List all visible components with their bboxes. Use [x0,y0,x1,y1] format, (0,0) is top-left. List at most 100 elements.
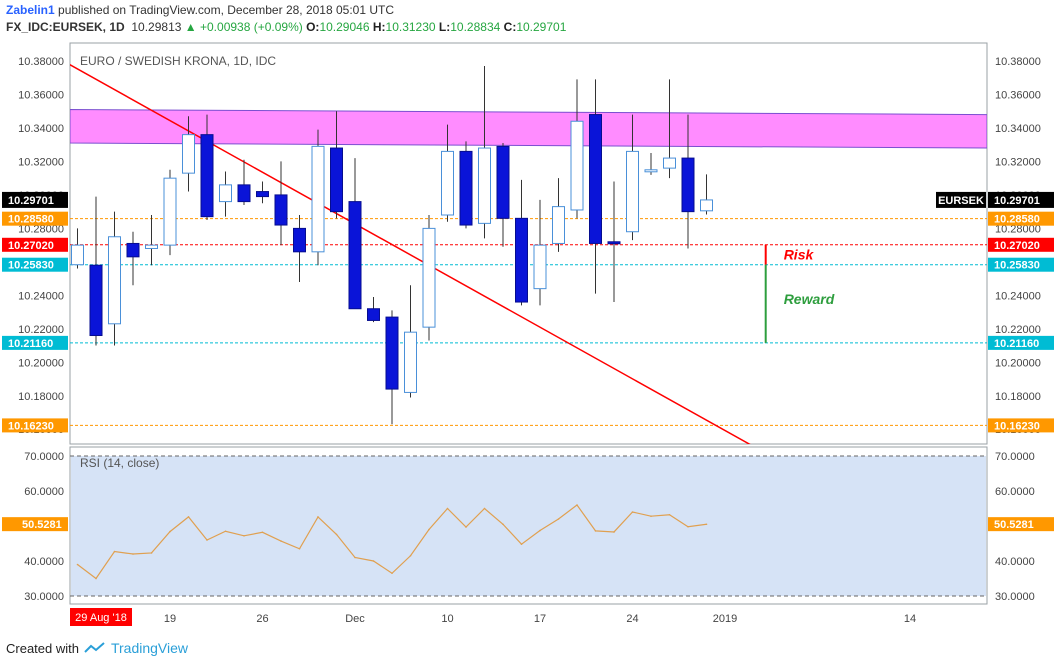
rsi-current-text-left: 50.5281 [22,519,62,531]
rsi-point-28 [594,530,597,532]
candle-body-18 [404,331,417,393]
brand-name[interactable]: TradingView [110,640,189,656]
candle-body-6 [182,134,195,174]
rsi-point-29 [613,531,615,533]
rsi-point-21 [465,526,467,528]
price-tick-right-8: 10.22000 [995,324,1041,336]
rsi-point-13 [317,516,319,518]
candle-26 [552,178,565,252]
candle-body-21 [459,150,473,226]
rsi-point-27 [576,504,578,506]
rsi-point-32 [668,514,671,516]
price-pane[interactable]: EURO / SWEDISH KRONA, 1D, IDC Risk Reward [18,36,987,446]
candle-7 [200,114,214,221]
level-tag-text-left-4: 10.16230 [8,420,54,432]
chart-header: Zabelin1 published on TradingView.com, D… [6,2,1046,36]
level-tag-right-3 [988,335,1054,350]
candle-body-20 [441,150,454,216]
candle-body-5 [163,177,177,246]
rsi-point-1 [95,577,97,580]
risk-label: Risk [784,247,815,263]
publish-line: Zabelin1 published on TradingView.com, D… [6,2,1046,19]
close-label: C: [503,20,517,34]
rsi-point-22 [483,507,486,510]
candle-body-30 [626,150,639,233]
price-tick-right-3: 10.32000 [995,156,1041,168]
x-tick-5: 17 [534,613,546,625]
rsi-point-10 [261,531,264,534]
candle-body-1 [89,264,103,337]
level-tag-left-2 [2,257,68,272]
candle-body-16 [367,308,380,321]
rsi-point-14 [335,533,338,536]
candle-body-14 [330,147,343,213]
rsi-point-16 [372,560,375,562]
candle-body-28 [589,114,602,244]
high-label: H: [372,20,386,34]
candle-body-24 [515,217,528,303]
level-tag-text-right-4: 10.16230 [994,420,1040,432]
price-tick-left-7: 10.24000 [18,290,64,302]
candle-25 [533,199,547,306]
price-tick-left-3: 10.32000 [18,156,64,168]
price-tick-right-0: 10.38000 [995,56,1041,68]
candle-0 [71,228,84,269]
candle-body-32 [663,157,676,169]
tradingview-logo-icon [84,642,105,653]
candle-34 [700,174,713,215]
rsi-point-31 [650,515,652,517]
level-tag-text-right-3: 10.21160 [994,338,1039,350]
price-plot-area: Risk Reward [70,63,987,444]
candle-4 [145,214,158,266]
candle-body-10 [256,191,269,198]
level-tag-left-0 [2,211,68,226]
candle-2 [108,211,121,346]
rsi-pane[interactable]: RSI (14, close) [70,455,987,597]
x-tick-7: 2019 [713,613,737,625]
price-pane-title: EURO / SWEDISH KRONA, 1D, IDC [80,54,276,68]
candle-body-13 [311,145,325,253]
reward-label: Reward [784,291,835,307]
last-value: 10.29813 [131,20,182,34]
candle-14 [330,111,343,219]
symbol-tag [936,191,986,208]
rsi-tick-right-1: 60.0000 [995,486,1035,498]
candle-24 [515,179,528,306]
candle-15 [348,158,362,310]
rsi-point-33 [687,525,689,528]
rsi-point-26 [557,518,560,520]
rsi-point-3 [132,553,134,555]
candle-3 [126,231,140,286]
candle-body-2 [108,236,121,325]
rsi-point-4 [150,552,153,554]
candle-11 [274,161,288,246]
x-tick-1: 19 [164,613,176,625]
candle-body-19 [422,227,436,328]
author-name[interactable]: Zabelin1 [6,3,55,17]
candle-5 [163,169,177,256]
candle-body-25 [533,244,547,290]
rsi-point-0 [76,563,79,566]
rsi-point-25 [539,529,541,532]
level-tag-right-2 [988,257,1054,272]
candle-body-33 [681,157,695,213]
candle-19 [422,214,436,341]
candle-23 [496,143,510,247]
low-label: L: [438,20,451,34]
rsi-tick-right-3: 40.0000 [995,556,1035,568]
price-tick-right-2: 10.34000 [995,123,1041,135]
x-tick-8: 14 [904,613,916,625]
candle-body-23 [496,145,510,219]
price-tick-right-10: 10.18000 [995,391,1041,403]
open-label: O: [306,20,320,34]
up-arrow-icon: ▲ [184,20,197,34]
rsi-point-12 [298,547,301,550]
created-with-text: Created with [6,640,79,656]
rsi-pane-title: RSI (14, close) [80,456,159,470]
price-tick-right-9: 10.20000 [995,357,1041,369]
candle-31 [644,153,658,175]
rsi-tick-left-3: 40.0000 [24,556,64,568]
price-tick-right-7: 10.24000 [995,290,1041,302]
candle-18 [404,285,417,398]
